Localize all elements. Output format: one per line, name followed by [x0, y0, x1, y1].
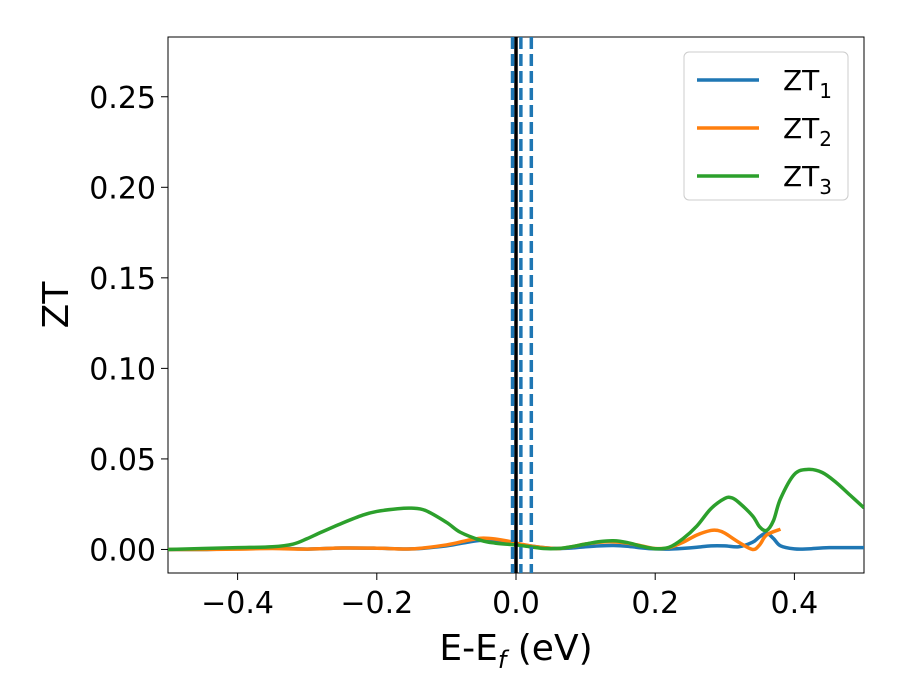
- x-tick-label: 0.2: [631, 586, 679, 621]
- y-tick-label: 0.15: [89, 262, 156, 297]
- legend: ZT1 ZT2 ZT3: [683, 51, 849, 201]
- y-tick-label: 0.20: [89, 171, 156, 206]
- x-axis-ticks: −0.4 −0.2 0.0 0.2 0.4: [201, 573, 818, 621]
- y-tick-label: 0.25: [89, 81, 156, 116]
- y-tick-label: 0.05: [89, 443, 156, 478]
- y-axis-ticks: 0.00 0.05 0.10 0.15 0.20 0.25: [89, 81, 168, 568]
- x-tick-label: −0.4: [201, 586, 274, 621]
- x-axis-label: E-Ef (eV): [439, 628, 592, 674]
- legend-label-zt1: ZT1: [783, 64, 832, 103]
- legend-box: [683, 51, 849, 201]
- legend-label-zt2: ZT2: [783, 112, 832, 151]
- series-lines: [168, 467, 864, 552]
- series-line-zt3: [168, 467, 864, 552]
- x-tick-label: 0.0: [492, 586, 540, 621]
- y-tick-label: 0.00: [89, 533, 156, 568]
- x-tick-label: 0.4: [771, 586, 819, 621]
- x-tick-label: −0.2: [340, 586, 413, 621]
- legend-label-zt3: ZT3: [783, 160, 832, 199]
- y-axis-label: ZT: [36, 281, 77, 329]
- y-tick-label: 0.10: [89, 352, 156, 387]
- fermi-level-lines: [510, 37, 534, 573]
